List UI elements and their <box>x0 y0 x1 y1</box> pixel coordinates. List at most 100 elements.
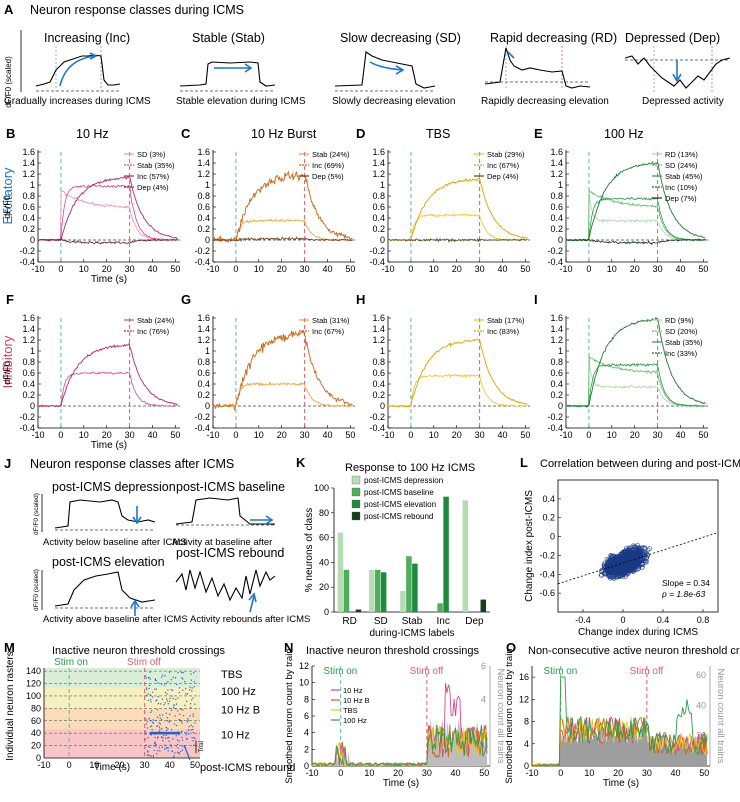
legend-label: Stab (24%) <box>312 150 350 159</box>
x-tick-label: 30 <box>475 430 485 440</box>
y-tick-label: 0 <box>558 401 563 411</box>
raster-tick <box>147 757 150 759</box>
scatter-point <box>639 557 645 563</box>
panel-m-raster: M Inactive neuron threshold crossings In… <box>4 640 295 774</box>
panel-j-title: Neuron response classes after ICMS <box>30 457 234 471</box>
raster-tick <box>154 742 156 744</box>
raster-tick <box>154 688 156 690</box>
raster-tick <box>161 746 163 748</box>
raster-tick <box>189 689 191 691</box>
raster-tick <box>172 738 174 740</box>
raster-tick <box>178 691 180 694</box>
raster-tick <box>168 736 170 739</box>
y-tick-label: -0.2 <box>369 246 385 256</box>
y-tick-label: 1 <box>30 346 35 356</box>
x-tick-label: 50 <box>520 430 530 440</box>
raster-tick <box>174 677 177 679</box>
y-tick-label: 0 <box>380 235 385 245</box>
y-tick-label: 120 <box>26 679 41 689</box>
x-tick-label: -10 <box>31 430 44 440</box>
y-axis-label: dF/F0 <box>2 361 12 385</box>
row-label-excitatory: Excitatory <box>0 167 15 225</box>
x-tick-label: 30 <box>125 264 135 274</box>
raster-tick <box>190 679 192 681</box>
raster-tick <box>158 726 161 728</box>
class-dep-title: Depressed (Dep) <box>625 31 720 45</box>
x-tick-label: 0 <box>558 768 563 778</box>
raster-tick <box>157 737 159 739</box>
panel-b-title: 10 Hz <box>76 127 109 141</box>
post-baseline-title: post-ICMS baseline <box>176 480 285 494</box>
y-tick-label: 1.2 <box>550 169 563 179</box>
legend-label: Dep (4%) <box>137 183 169 192</box>
raster-tick <box>159 728 161 730</box>
class-rd-caption: Rapidly decreasing elevation <box>481 96 609 107</box>
raster-tick <box>193 686 195 688</box>
y-axis-label: Change index post-ICMS <box>524 490 535 602</box>
scatter-point <box>635 548 641 553</box>
bar <box>374 569 381 612</box>
y-tick-label: 8 <box>524 717 529 727</box>
raster-tick <box>191 737 193 739</box>
x-tick-label: 20 <box>630 430 640 440</box>
x-tick-label: 0 <box>67 760 72 770</box>
panel-j-ylabel-2: dF/F0 (scaled) <box>33 569 40 611</box>
raster-tick <box>181 672 183 674</box>
panel-d-title: TBS <box>426 127 450 141</box>
raster-tick <box>150 701 152 703</box>
legend-label: RD (13%) <box>665 150 698 159</box>
raster-tick <box>169 720 171 722</box>
y-tick-label: -0.2 <box>194 412 210 422</box>
raster-tick <box>187 719 189 721</box>
y-tick-label: 0.2 <box>542 513 555 523</box>
panel-o-line-chart: O Non-consecutive active neuron threshold… <box>504 640 740 789</box>
x-tick-label: 30 <box>125 430 135 440</box>
raster-tick <box>146 727 149 729</box>
y-tick-label: 0.8 <box>197 191 210 201</box>
raster-tick <box>155 700 157 702</box>
raster-tick <box>158 747 160 749</box>
raster-tick <box>167 681 169 683</box>
x-axis-label: during-ICMS labels <box>369 628 454 639</box>
raster-tick <box>186 700 188 702</box>
raster-tick <box>145 744 147 746</box>
legend-swatch <box>351 511 361 521</box>
series-dep <box>212 236 353 243</box>
raster-tick <box>180 720 182 722</box>
raster-tick <box>149 726 151 728</box>
panel-e: E 100 Hz1.61.41.210.80.60.40.20-0.2-0.4-1… <box>534 126 708 274</box>
y-tick-label: 1 <box>205 180 210 190</box>
x-tick-label: 0 <box>586 264 591 274</box>
series-inc <box>387 176 528 241</box>
raster-tick <box>191 699 193 701</box>
raster-tick <box>152 719 154 721</box>
series-inc <box>565 317 706 408</box>
scatter-point <box>628 549 634 555</box>
raster-tick <box>155 745 157 747</box>
panel-n-letter: N <box>284 640 293 655</box>
raster-tick <box>192 715 194 717</box>
y-tick-label: 20 <box>31 741 41 751</box>
raster-tick <box>164 737 167 739</box>
raster-tick <box>148 687 150 689</box>
legend-label: Dep (5%) <box>312 172 344 181</box>
legend-label: Stab (29%) <box>487 150 525 159</box>
y-tick-label: 0 <box>205 235 210 245</box>
raster-tick <box>188 729 190 731</box>
raster-tick <box>173 705 175 707</box>
scatter-point <box>621 560 627 566</box>
raster-tick <box>168 740 170 742</box>
raster-tick <box>164 748 166 750</box>
panel-i-letter: I <box>534 292 538 307</box>
post-rebound-caption: Activity rebounds after ICMS <box>190 614 310 625</box>
x-tick-label: 0 <box>233 430 238 440</box>
scatter-point <box>625 560 631 566</box>
panel-j-letter: J <box>4 456 11 471</box>
y-tick-label: 0.2 <box>22 390 35 400</box>
scatter-point <box>644 559 650 564</box>
raster-tick <box>163 734 165 737</box>
raster-tick <box>169 707 171 709</box>
raster-tick <box>184 732 186 734</box>
y-tick-label: 1.6 <box>550 147 563 157</box>
raster-tick <box>164 691 167 694</box>
